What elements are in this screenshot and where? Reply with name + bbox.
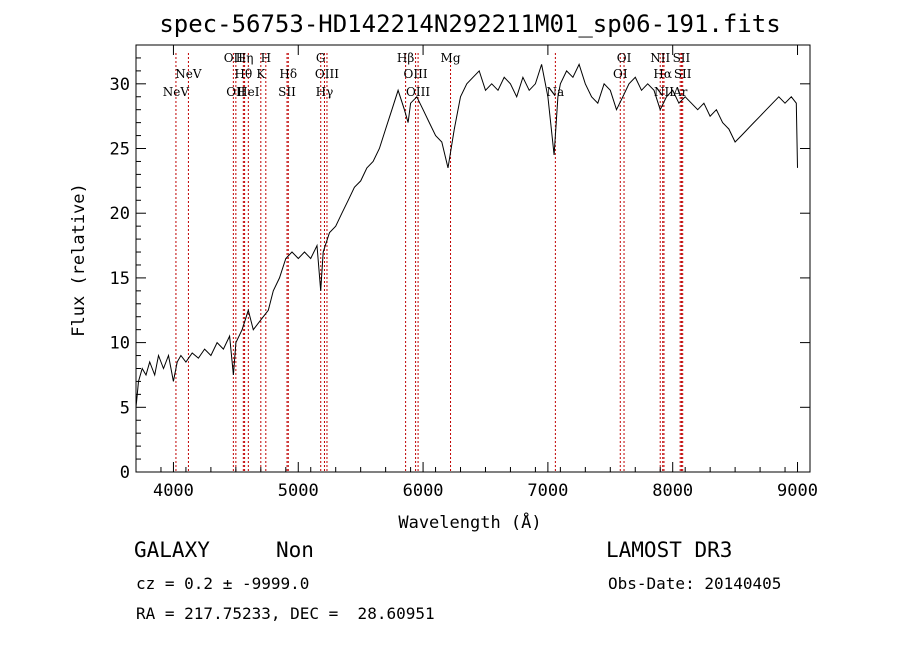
chart-title: spec-56753-HD142214N292211M01_sp06-191.f… (159, 10, 780, 38)
y-tick-label-1: 5 (120, 398, 130, 418)
x-axis-label: Wavelength (Å) (398, 511, 541, 533)
redshift-value: cz = 0.2 ± -9999.0 (136, 574, 310, 593)
line-label-15: OIII (404, 67, 428, 81)
line-label-4: Hη (236, 51, 254, 65)
line-label-7: H (261, 51, 271, 65)
x-tick-label-4: 8000 (652, 481, 693, 501)
line-label-12: OIII (315, 67, 339, 81)
y-tick-label-2: 10 (110, 334, 130, 354)
line-label-26: Ar (672, 85, 688, 99)
line-label-2: OII (224, 51, 244, 65)
line-label-21: NII (650, 51, 670, 65)
object-subclass: Non (276, 538, 314, 562)
line-label-1: NeV (175, 67, 202, 81)
line-label-14: Hβ (397, 51, 414, 65)
line-label-24: SII (673, 51, 691, 65)
line-label-6: HeI (237, 85, 260, 99)
plot-frame (135, 44, 811, 473)
y-tick-label-4: 20 (110, 204, 130, 224)
y-axis-ticks: 0 5 10 15 20 25 30 (110, 57, 810, 483)
emission-line-markers (175, 53, 684, 472)
line-label-25: SII (674, 67, 692, 81)
line-label-10: SII (278, 85, 296, 99)
object-class: GALAXY (134, 538, 210, 562)
line-label-9: Hδ (279, 67, 297, 81)
line-label-17: Mg (441, 51, 461, 65)
x-axis-ticks: 4000 5000 6000 7000 8000 9000 (135, 45, 818, 501)
x-tick-label-0: 4000 (153, 481, 194, 501)
line-label-13: Hγ (316, 85, 334, 99)
x-tick-label-5: 9000 (777, 481, 818, 501)
line-label-16: OIII (406, 85, 430, 99)
y-tick-label-6: 30 (110, 75, 130, 95)
line-label-0: NeV (163, 85, 190, 99)
line-label-11: G (316, 51, 326, 65)
ra-dec-coordinates: RA = 217.75233, DEC = 28.60951 (136, 604, 435, 623)
line-label-22: Hα (653, 67, 672, 81)
x-tick-label-3: 7000 (527, 481, 568, 501)
line-label-23: NII (654, 85, 674, 99)
observation-date: Obs-Date: 20140405 (608, 574, 782, 593)
survey-name: LAMOST DR3 (606, 538, 733, 562)
line-label-20: OI (613, 67, 628, 81)
line-label-19: OI (617, 51, 632, 65)
flux-series-line (135, 63, 798, 408)
x-tick-label-2: 6000 (403, 481, 444, 501)
y-tick-label-0: 0 (120, 463, 130, 483)
y-tick-label-3: 15 (110, 269, 130, 289)
x-tick-label-1: 5000 (278, 481, 319, 501)
y-tick-label-5: 25 (110, 140, 130, 160)
line-label-18: Na (547, 85, 565, 99)
line-label-3: OII (226, 85, 246, 99)
y-axis-label: Flux (relative) (69, 183, 89, 337)
line-label-8: K (256, 67, 266, 81)
line-label-5: Hθ (234, 67, 252, 81)
